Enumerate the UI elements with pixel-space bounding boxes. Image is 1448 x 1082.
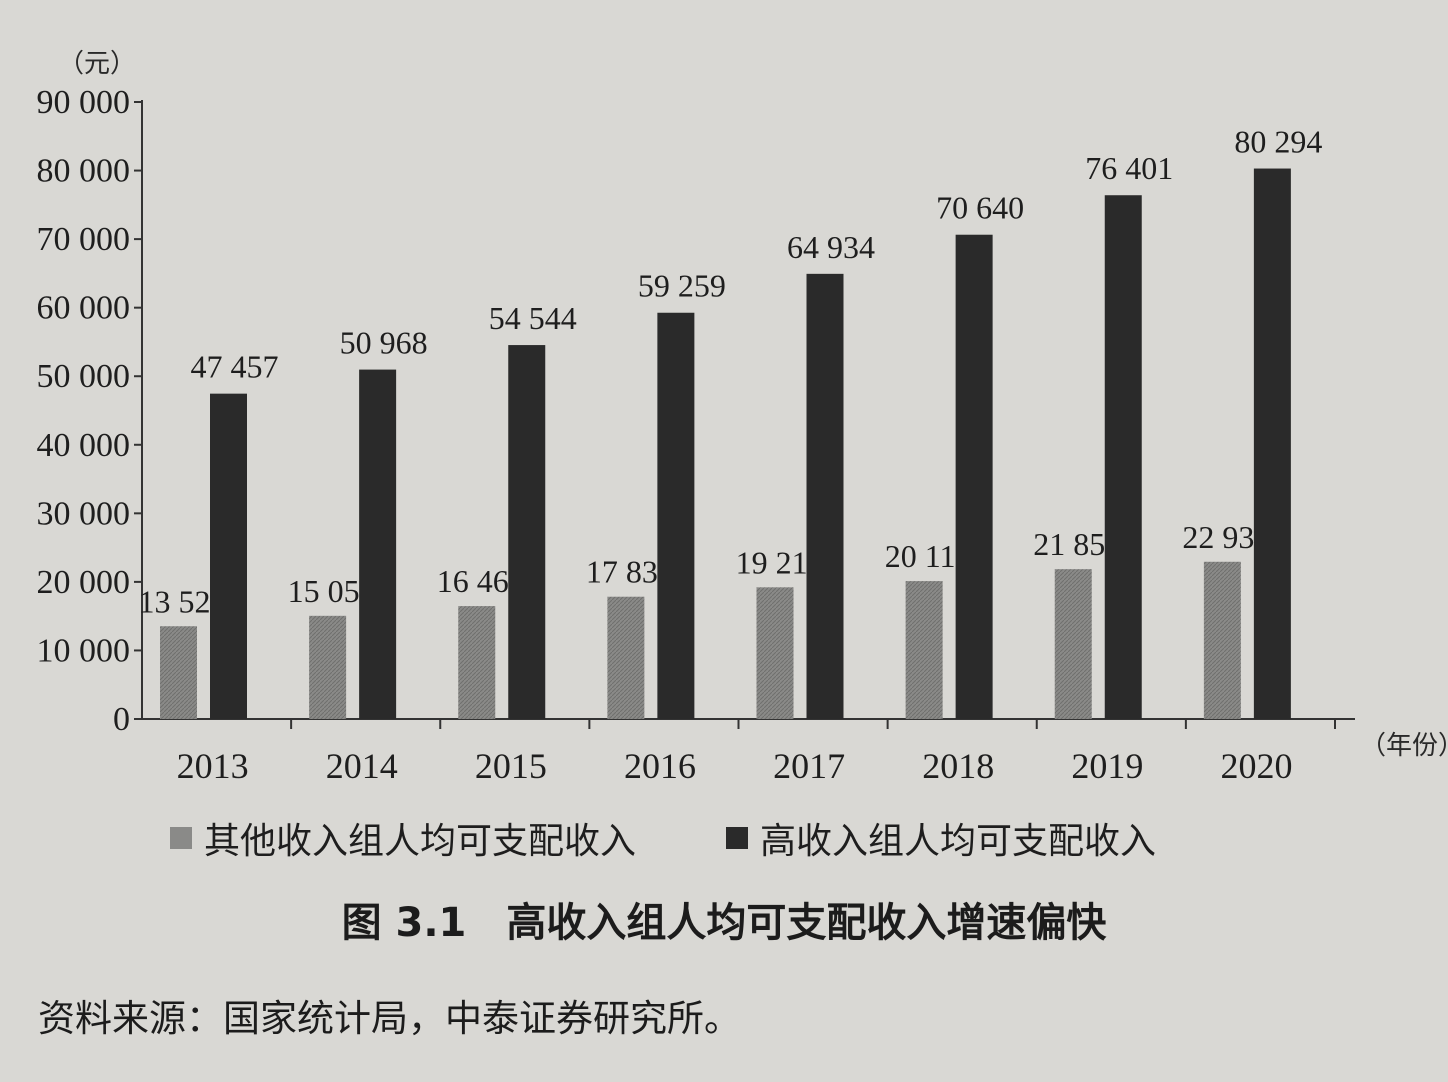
bar-other-income	[458, 606, 496, 719]
x-category-label: 2018	[922, 746, 994, 786]
bar-high-income	[210, 393, 247, 719]
legend-label-high: 高收入组人均可支配收入	[760, 821, 1157, 862]
y-tick-label: 0	[113, 701, 130, 738]
y-tick-label: 50 000	[37, 358, 131, 395]
figure-caption: 图 3.1 高收入组人均可支配收入增速偏快	[341, 900, 1107, 946]
x-category-label: 2015	[475, 746, 547, 786]
y-tick-label: 80 000	[37, 153, 131, 190]
bar-high-income	[508, 345, 546, 719]
bar-chart: （元） 0 10 000 20 000 30 000 40 000 50 000 60 000…	[37, 49, 1448, 786]
data-label-high-income: 64 934	[787, 229, 875, 265]
bar-high-income	[657, 312, 695, 719]
data-label-high-income: 54 544	[489, 300, 577, 336]
y-tick-label: 20 000	[37, 564, 131, 601]
bar-other-income	[1203, 561, 1241, 719]
bar-high-income	[955, 234, 993, 719]
y-tick-label: 60 000	[37, 290, 131, 327]
bar-other-income	[1054, 569, 1092, 719]
bar-high-income	[806, 273, 844, 719]
y-unit-label: （元）	[58, 49, 136, 79]
bar-other-income	[905, 581, 943, 719]
x-category-label: 2019	[1071, 746, 1143, 786]
legend-swatch-other	[170, 827, 192, 849]
data-label-high-income: 47 457	[191, 349, 279, 385]
data-label-high-income: 59 259	[638, 268, 726, 304]
legend-item-other: 其他收入组人均可支配收入	[170, 812, 636, 864]
x-category-label: 2020	[1220, 746, 1292, 786]
data-label-high-income: 76 401	[1085, 150, 1173, 186]
bar-high-income	[1104, 195, 1142, 719]
bar-other-income	[309, 615, 347, 719]
x-category-label: 2013	[177, 746, 249, 786]
data-label-high-income: 70 640	[936, 190, 1024, 226]
legend-swatch-high	[726, 827, 749, 849]
y-tick-label: 90 000	[37, 84, 131, 121]
x-category-label: 2017	[773, 746, 845, 786]
x-unit-label: （年份）	[1360, 731, 1448, 761]
data-label-high-income: 80 294	[1234, 124, 1322, 160]
y-tick-label: 10 000	[37, 632, 131, 669]
y-tick-label: 70 000	[37, 221, 131, 258]
y-tick-label: 30 000	[37, 495, 131, 532]
bar-other-income	[160, 626, 197, 719]
bar-high-income	[1253, 168, 1291, 719]
x-category-label: 2014	[326, 746, 398, 786]
legend: 其他收入组人均可支配收入 高收入组人均可支配收入	[170, 808, 1370, 868]
x-category-label: 2016	[624, 746, 696, 786]
bar-high-income	[359, 369, 397, 719]
data-label-high-income: 50 968	[340, 325, 428, 361]
bar-other-income	[607, 596, 645, 719]
legend-item-high: 高收入组人均可支配收入	[726, 812, 1156, 864]
y-tick-label: 40 000	[37, 427, 131, 464]
source-note: 资料来源：国家统计局，中泰证券研究所。	[38, 997, 741, 1040]
legend-label-other: 其他收入组人均可支配收入	[204, 821, 637, 862]
bar-other-income	[756, 587, 794, 719]
